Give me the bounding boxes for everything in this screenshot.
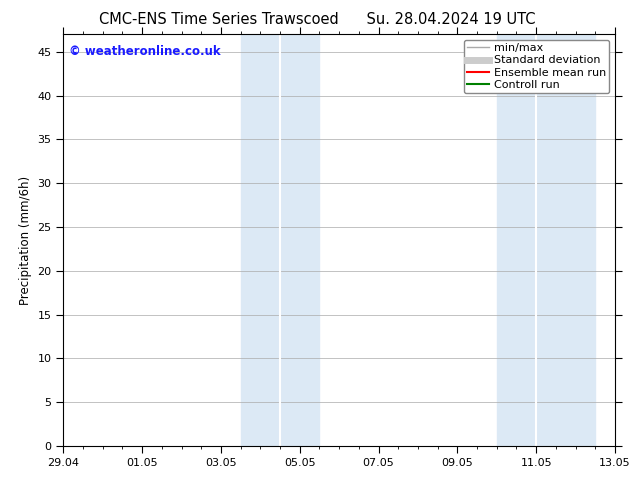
Bar <box>241 34 320 446</box>
Text: CMC-ENS Time Series Trawscoed      Su. 28.04.2024 19 UTC: CMC-ENS Time Series Trawscoed Su. 28.04.… <box>99 12 535 27</box>
Y-axis label: Precipitation (mm/6h): Precipitation (mm/6h) <box>19 175 32 305</box>
Text: © weatheronline.co.uk: © weatheronline.co.uk <box>69 45 221 58</box>
Legend: min/max, Standard deviation, Ensemble mean run, Controll run: min/max, Standard deviation, Ensemble me… <box>464 40 609 93</box>
Bar <box>497 34 595 446</box>
